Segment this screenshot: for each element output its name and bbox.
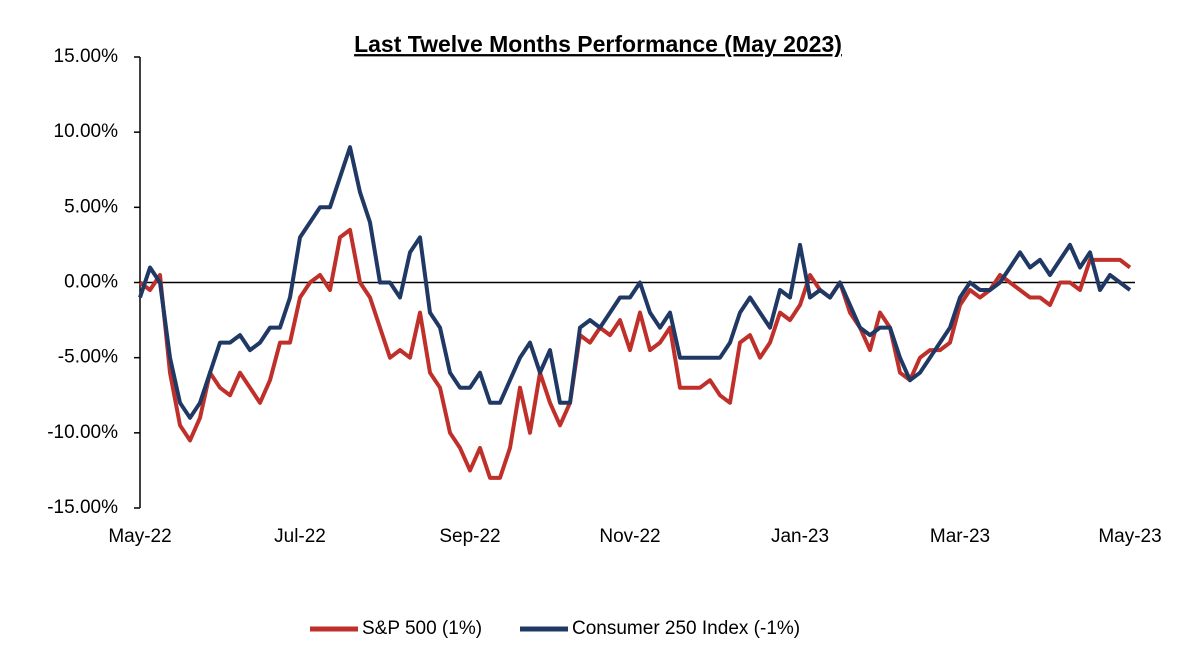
y-tick-label: 15.00%: [54, 46, 119, 67]
x-tick-label: Jan-23: [771, 526, 829, 547]
legend-label: S&P 500 (1%): [362, 618, 482, 639]
y-tick-label: 10.00%: [54, 121, 119, 142]
x-tick-label: Mar-23: [930, 526, 990, 547]
legend-label: Consumer 250 Index (-1%): [572, 618, 800, 639]
y-tick-label: 0.00%: [64, 272, 118, 293]
x-tick-label: Sep-22: [439, 526, 500, 547]
x-tick-label: Nov-22: [599, 526, 660, 547]
y-tick-label: 5.00%: [64, 196, 118, 217]
x-tick-label: May-22: [108, 526, 171, 547]
series-line: [138, 227, 1132, 480]
series-line: [138, 145, 1132, 420]
chart-title: Last Twelve Months Performance (May 2023…: [354, 31, 842, 57]
y-tick-label: -15.00%: [47, 497, 118, 518]
y-tick-label: -10.00%: [47, 422, 118, 443]
y-tick-label: -5.00%: [58, 347, 118, 368]
x-tick-label: Jul-22: [274, 526, 326, 547]
x-tick-label: May-23: [1098, 526, 1161, 547]
